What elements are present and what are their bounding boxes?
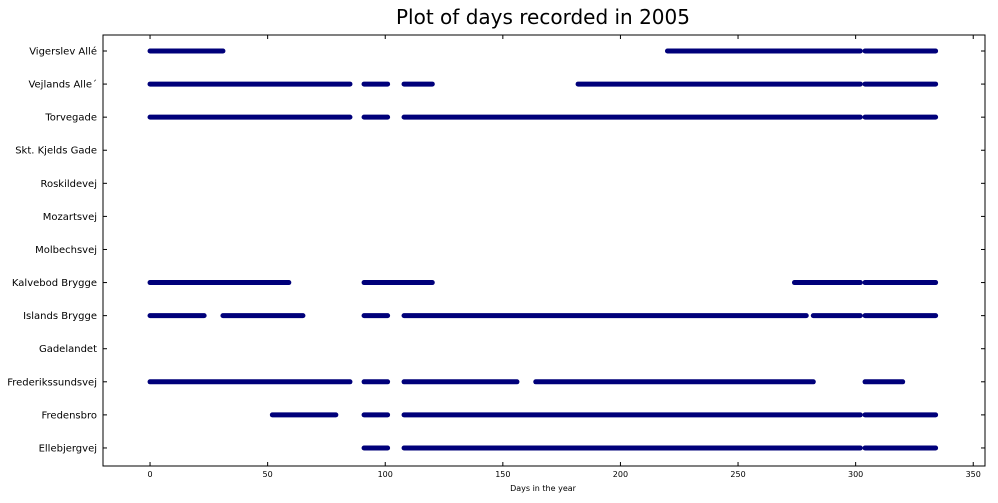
x-tick-label: 0 <box>147 470 152 479</box>
y-tick-label: Skt. Kjelds Gade <box>15 146 97 157</box>
x-tick-label: 50 <box>263 470 273 479</box>
x-tick-label: 350 <box>966 470 981 479</box>
y-tick-label: Gadelandet <box>39 344 97 355</box>
x-tick-label: 300 <box>848 470 863 479</box>
plot-area: 0 50 100 150 200 250 300 350 Vigerslev Allé Vejla… <box>7 34 986 479</box>
y-tick-label: Kalvebod Brygge <box>12 278 97 289</box>
y-tick-label: Fredensbro <box>42 410 97 421</box>
plot-frame <box>102 34 986 467</box>
y-tick-label: Ellebjergvej <box>39 443 97 454</box>
y-tick-label: Vejlands Alle´ <box>28 79 97 91</box>
y-tick-label: Vigerslev Allé <box>29 46 97 58</box>
y-tick-label: Mozartsvej <box>43 212 97 223</box>
y-tick-label: Islands Brygge <box>23 311 97 322</box>
x-axis-label: Days in the year <box>510 484 577 493</box>
y-tick-label: Roskildevej <box>40 179 97 190</box>
y-tick-label: Frederikssundsvej <box>7 377 97 388</box>
x-tick-label: 150 <box>495 470 510 479</box>
x-tick-label: 200 <box>613 470 628 479</box>
x-tick-label: 250 <box>730 470 745 479</box>
chart-title: Plot of days recorded in 2005 <box>396 5 690 29</box>
y-tick-label: Molbechsvej <box>35 245 97 256</box>
y-tick-label: Torvegade <box>44 113 97 124</box>
x-tick-label: 100 <box>378 470 393 479</box>
